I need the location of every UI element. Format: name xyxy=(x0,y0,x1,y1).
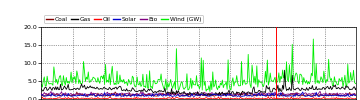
Legend: Coal, Gas, Oil, Solar, Bio, Wind (GW): Coal, Gas, Oil, Solar, Bio, Wind (GW) xyxy=(44,15,203,23)
